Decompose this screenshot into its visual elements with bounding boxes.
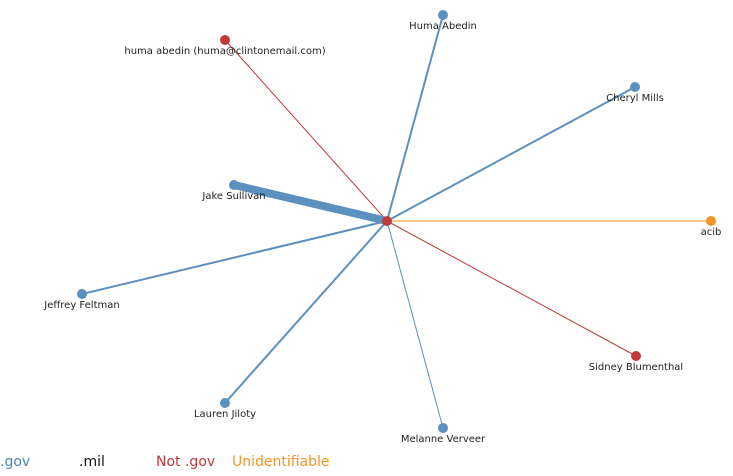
nodes-layer — [77, 10, 716, 433]
email-network-graph: huma abedin (huma@clintonemail.com) Huma … — [43, 10, 721, 445]
legend-not-gov: Not .gov — [156, 454, 216, 470]
node-label-sidney-blumenthal: Sidney Blumenthal — [589, 362, 683, 373]
node-cheryl-mills[interactable] — [630, 82, 640, 92]
node-lauren-jiloty[interactable] — [220, 398, 230, 408]
node-label-lauren-jiloty: Lauren Jiloty — [194, 409, 256, 420]
node-label-huma-abedin-private: huma abedin (huma@clintonemail.com) — [124, 46, 325, 57]
legend-mil: .mil — [79, 454, 105, 470]
node-label-cheryl-mills: Cheryl Mills — [606, 93, 664, 104]
node-label-melanne-verveer: Melanne Verveer — [401, 434, 486, 445]
node-center[interactable] — [382, 216, 392, 226]
edges-layer — [81, 14, 712, 429]
node-jeffrey-feltman[interactable] — [77, 289, 87, 299]
edge-melanne-verveer — [386, 220, 444, 429]
node-acib[interactable] — [706, 216, 716, 226]
edge-lauren-jiloty — [224, 220, 388, 404]
node-sidney-blumenthal[interactable] — [631, 351, 641, 361]
edge-huma-abedin-private — [224, 39, 388, 222]
node-label-jake-sullivan: Jake Sullivan — [201, 191, 265, 202]
node-huma-abedin-private[interactable] — [220, 35, 230, 45]
node-label-acib: acib — [701, 227, 722, 238]
legend-gov: .gov — [0, 454, 31, 470]
edge-jeffrey-feltman — [81, 220, 388, 295]
edge-huma-abedin — [386, 14, 444, 222]
legend-unidentifiable: Unidentifiable — [232, 454, 330, 470]
labels-layer: huma abedin (huma@clintonemail.com) Huma … — [43, 21, 721, 445]
node-jake-sullivan[interactable] — [229, 180, 239, 190]
node-huma-abedin[interactable] — [438, 10, 448, 20]
node-label-huma-abedin: Huma Abedin — [409, 21, 477, 32]
edge-jake-sullivan — [230, 181, 391, 225]
edge-cheryl-mills — [386, 86, 636, 222]
edge-sidney-blumenthal — [386, 220, 637, 357]
node-melanne-verveer[interactable] — [438, 423, 448, 433]
node-label-jeffrey-feltman: Jeffrey Feltman — [43, 300, 119, 311]
